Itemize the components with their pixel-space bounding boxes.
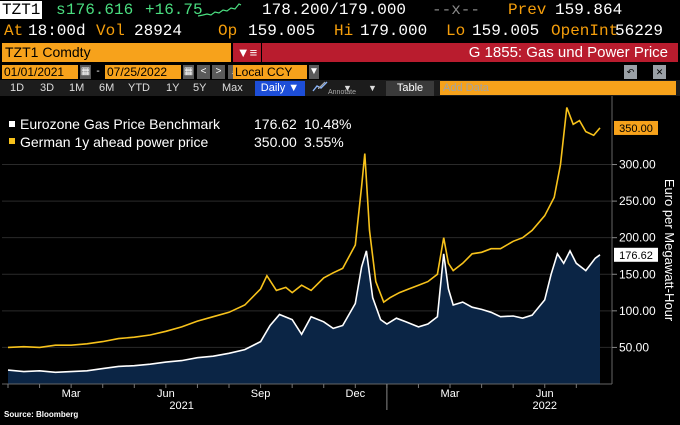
start-calendar-icon[interactable]: ▦ xyxy=(80,65,91,79)
y-tick-label-50: 50.00 xyxy=(619,340,649,354)
undo-icon[interactable]: ↶ xyxy=(624,65,637,79)
last-price: 176.616 xyxy=(66,1,134,19)
period-3d[interactable]: 3D xyxy=(40,82,55,94)
year-label-0: 2021 xyxy=(169,400,193,410)
table-button[interactable]: Table xyxy=(386,81,434,96)
annotate-label[interactable]: Annotate xyxy=(328,89,357,96)
line-chart-icon[interactable] xyxy=(312,81,328,93)
price-chart: 50.00 100.00 150.00 200.00 250.00 300.00 Mar J… xyxy=(2,96,677,410)
y-tick-label-250: 250.00 xyxy=(619,194,656,208)
sparkline-icon xyxy=(198,3,242,17)
legend-gas-value: 176.62 xyxy=(254,116,297,132)
legend-swatch-gas xyxy=(9,121,15,127)
period-ytd[interactable]: YTD xyxy=(128,82,150,94)
currency-select[interactable]: Local CCY xyxy=(233,65,307,79)
op-label: Op xyxy=(218,22,238,40)
op-value: 159.005 xyxy=(248,22,316,40)
s-prefix: s xyxy=(56,1,66,19)
period-1d[interactable]: 1D xyxy=(10,82,25,94)
security-field[interactable]: TZT1 Comdty xyxy=(2,43,231,62)
period-max[interactable]: Max xyxy=(222,82,243,94)
y-axis-ticks: 50.00 100.00 150.00 200.00 250.00 300.00 xyxy=(612,158,656,354)
y-tick-label-150: 150.00 xyxy=(619,267,656,281)
gas-price-line xyxy=(7,249,601,374)
at-time: 18:00d xyxy=(28,22,86,40)
openint-value: 56229 xyxy=(615,22,664,40)
prev-value: 159.864 xyxy=(555,1,623,19)
annotate-icon[interactable] xyxy=(318,81,326,89)
source-note: Source: Bloomberg xyxy=(4,410,79,419)
price-change: +16.75 xyxy=(145,1,203,19)
period-6m[interactable]: 6M xyxy=(99,82,115,94)
chart-title: G 1855: Gas und Power Price xyxy=(262,43,678,62)
y-tick-label-100: 100.00 xyxy=(619,304,656,318)
last-value-tags: 350.00 176.62 xyxy=(614,120,658,262)
period-1m[interactable]: 1M xyxy=(69,82,85,94)
add-data-input[interactable]: Add Data xyxy=(440,81,676,95)
settings-icon[interactable]: ✕ xyxy=(653,65,666,79)
legend-gas-name: Eurozone Gas Price Benchmark xyxy=(20,116,221,132)
end-date-input[interactable]: 07/25/2022 xyxy=(105,65,181,79)
power-price-line xyxy=(7,107,601,349)
chart-type-dropdown-icon[interactable]: ▼ xyxy=(343,83,352,93)
legend-swatch-power xyxy=(9,138,15,144)
hi-label: Hi xyxy=(334,22,354,40)
title-bar: TZT1 Comdty ▼≡ G 1855: Gas und Power Pri… xyxy=(0,42,680,63)
x-tick-label-1: Jun xyxy=(157,388,175,400)
frequency-label: Daily xyxy=(260,82,286,94)
period-1y[interactable]: 1Y xyxy=(166,82,180,94)
hi-value: 179.000 xyxy=(360,22,428,40)
forward-arrow-icon[interactable]: > xyxy=(212,65,225,79)
legend: Eurozone Gas Price Benchmark 176.62 10.4… xyxy=(9,116,351,150)
y-tick-label-200: 200.00 xyxy=(619,231,656,245)
gas-area-fill xyxy=(8,250,600,384)
period-5y[interactable]: 5Y xyxy=(193,82,207,94)
date-separator-icon: - xyxy=(93,65,103,79)
x-tick-label-0: Mar xyxy=(62,388,81,400)
x-tick-label-4: Mar xyxy=(441,388,460,400)
frequency-select[interactable]: Daily ▼ xyxy=(255,81,305,96)
lo-label: Lo xyxy=(446,22,466,40)
vol-value: 28924 xyxy=(134,22,183,40)
options-dropdown-icon[interactable]: ▼ xyxy=(368,83,377,93)
toolbar: 1D 3D 1M 6M YTD 1Y 5Y Max Daily ▼ ▼ Anno… xyxy=(0,80,680,96)
year-label-1: 2022 xyxy=(533,400,557,410)
currency-dropdown-icon[interactable]: ▼ xyxy=(309,65,319,79)
ticker-box[interactable]: TZT1 xyxy=(0,1,43,19)
security-dropdown-icon[interactable]: ▼≡ xyxy=(233,43,261,62)
prev-label: Prev xyxy=(508,1,547,19)
back-arrow-icon[interactable]: < xyxy=(197,65,210,79)
x-tick-label-2: Sep xyxy=(251,388,271,400)
quote-row-2: At 18:00d Vol 28924 Op 159.005 Hi 179.00… xyxy=(0,21,680,41)
date-range-row: 01/01/2021 ▦ - 07/25/2022 ▦ < > ⌕ Local … xyxy=(0,64,680,79)
power-last-tag: 350.00 xyxy=(619,123,653,135)
at-label: At xyxy=(4,22,24,40)
x-tick-label-3: Dec xyxy=(346,388,366,400)
power-last-tag-bg xyxy=(614,120,658,135)
start-date-input[interactable]: 01/01/2021 xyxy=(2,65,78,79)
gas-last-tag: 176.62 xyxy=(619,250,653,262)
y-axis-label: Euro per Megawatt-Hour xyxy=(662,179,677,322)
legend-gas-change: 10.48% xyxy=(304,116,351,132)
bid-ask: 178.200/179.000 xyxy=(262,1,407,19)
mid-separator: --x-- xyxy=(432,1,481,19)
vol-label: Vol xyxy=(96,22,125,40)
lo-value: 159.005 xyxy=(472,22,540,40)
legend-power-name: German 1y ahead power price xyxy=(20,134,209,150)
gas-last-tag-bg xyxy=(614,247,658,262)
legend-power-change: 3.55% xyxy=(304,134,344,150)
openint-label: OpenInt xyxy=(551,22,619,40)
x-tick-label-5: Jun xyxy=(536,388,554,400)
quote-row-1: TZT1 s 176.616 +16.75 178.200/179.000 --… xyxy=(0,0,680,20)
end-calendar-icon[interactable]: ▦ xyxy=(183,65,194,79)
y-tick-label-300: 300.00 xyxy=(619,158,656,172)
legend-power-value: 350.00 xyxy=(254,134,297,150)
